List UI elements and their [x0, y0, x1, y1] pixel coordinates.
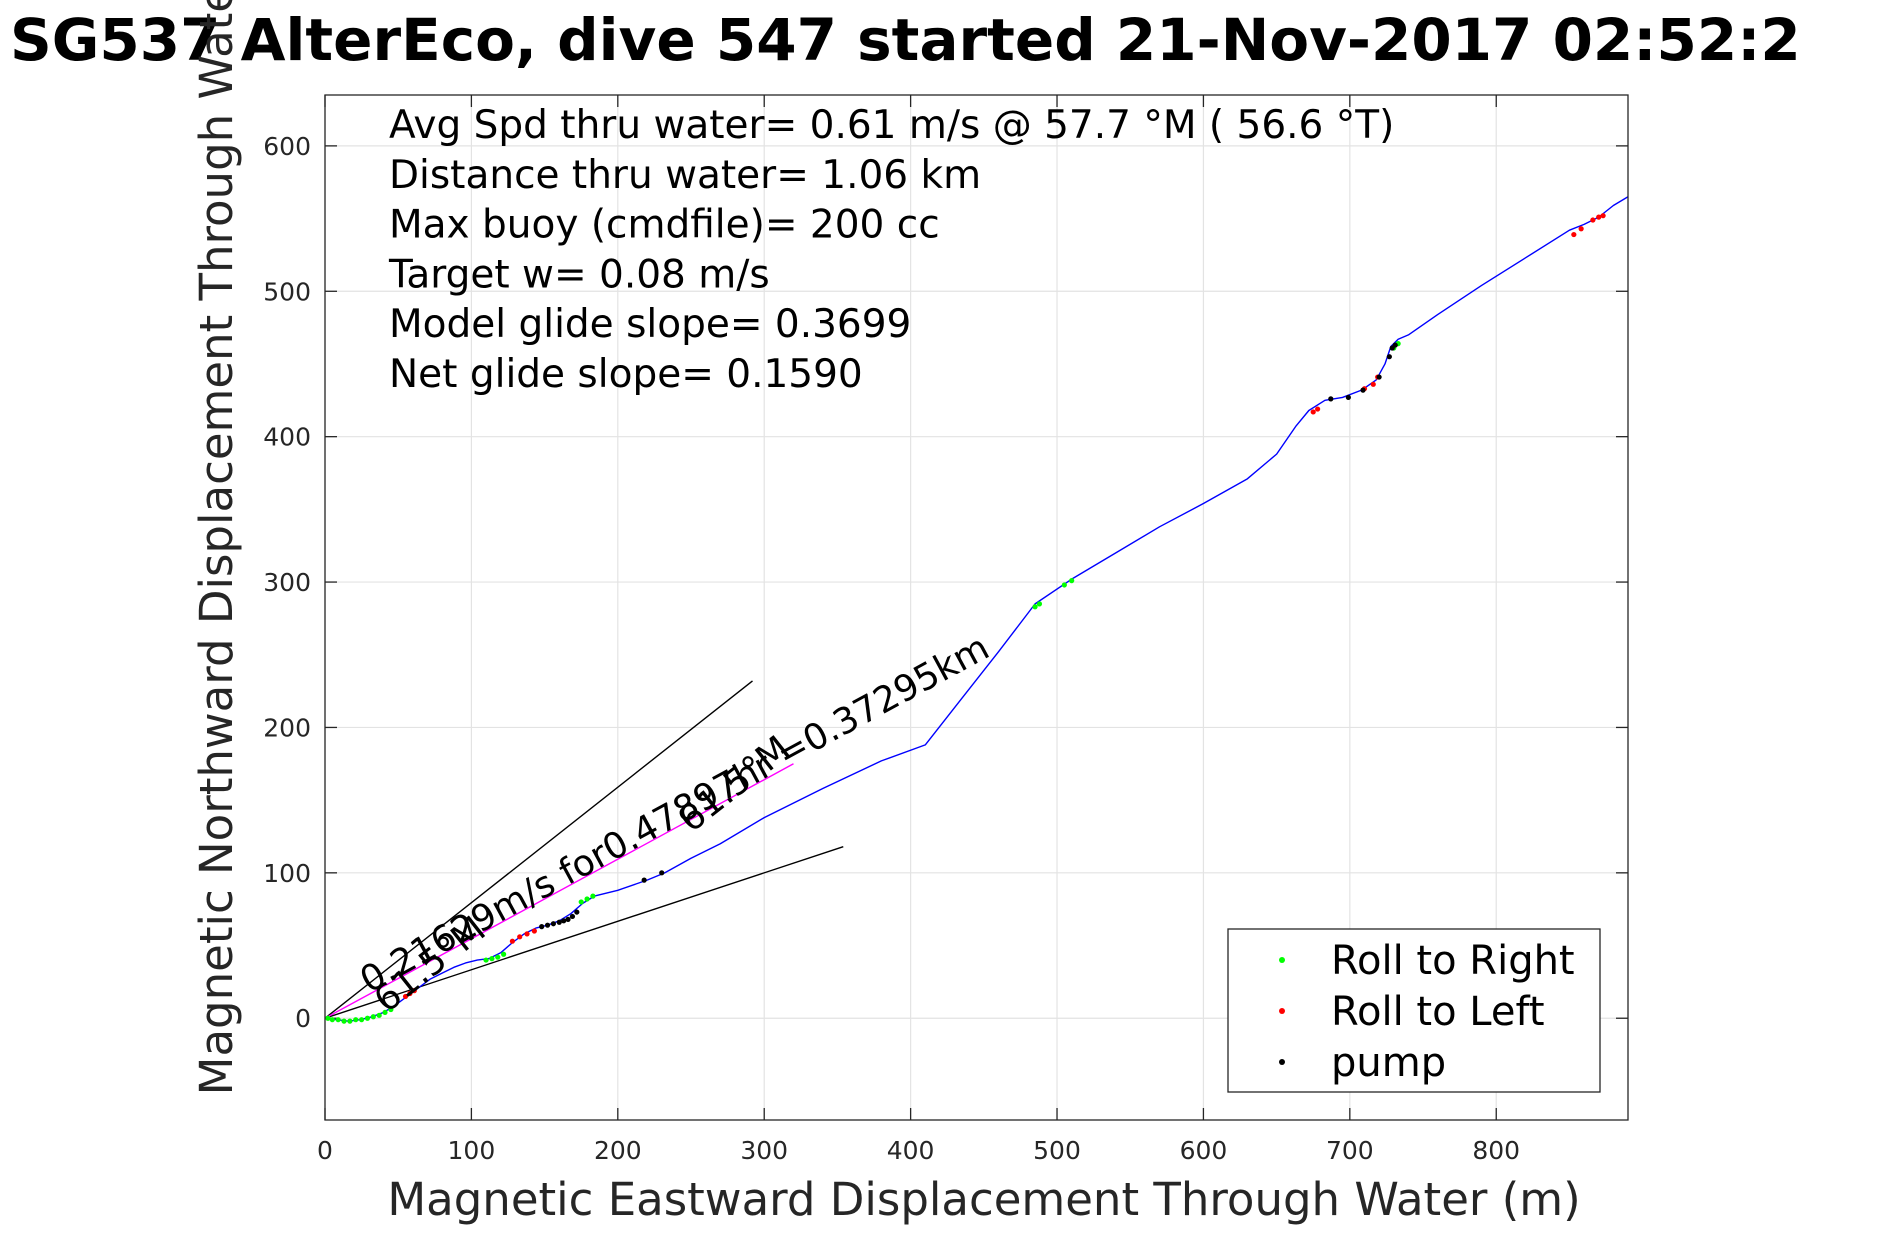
- x-tick-label: 700: [1326, 1136, 1374, 1165]
- pump-point: [544, 922, 551, 928]
- roll-right-point: [578, 899, 584, 905]
- roll-right-point: [382, 1009, 388, 1016]
- axis-ticks: 0 100 200 300 400 500 600 700 800 0 100 200 300 400 50…: [263, 95, 1628, 1165]
- roll-left-point: [1596, 214, 1602, 220]
- roll-right-point: [329, 1017, 335, 1023]
- roll-left-point: [524, 931, 530, 937]
- heading-line-lower: [324, 846, 844, 1019]
- roll-right-point: [1069, 578, 1075, 584]
- legend-label: Roll to Right: [1331, 938, 1575, 984]
- roll-right-point: [359, 1017, 365, 1023]
- roll-right-point: [370, 1014, 376, 1020]
- y-axis-label: Magnetic Northward Displacement Through …: [190, 0, 243, 1095]
- info-line: Target w= 0.08 m/s: [388, 252, 770, 297]
- x-tick-label: 400: [887, 1136, 935, 1165]
- dive-track-line: [324, 196, 1629, 1022]
- y-tick-label: 0: [295, 1004, 311, 1033]
- info-line: Net glide slope= 0.1590: [389, 352, 863, 397]
- y-tick-label: 400: [263, 423, 311, 452]
- roll-right-point: [364, 1015, 371, 1021]
- info-line: Distance thru water= 1.06 km: [389, 153, 981, 198]
- roll-left-point: [1370, 381, 1376, 387]
- chart-title: SG537 AlterEco, dive 547 started 21-Nov-…: [10, 6, 1801, 74]
- current-vector-line: [324, 763, 794, 1019]
- y-tick-label: 100: [263, 859, 311, 888]
- roll-right-point: [341, 1018, 347, 1024]
- roll-right-point: [495, 954, 501, 960]
- pump-point: [1328, 396, 1334, 402]
- x-tick-label: 600: [1180, 1136, 1228, 1165]
- roll-left-point: [1600, 213, 1606, 219]
- legend: Roll to Right Roll to Left pump: [1227, 928, 1601, 1093]
- y-tick-label: 500: [263, 277, 311, 306]
- pump-point: [1376, 374, 1382, 380]
- x-tick-label: 500: [1033, 1136, 1081, 1165]
- legend-label: pump: [1331, 1040, 1446, 1086]
- roll-right-point: [376, 1012, 382, 1018]
- plot-annotations: 0.21629m/s for0.47897hr =0.37295km61.5°M…: [354, 627, 996, 1021]
- x-tick-label: 100: [448, 1136, 496, 1165]
- y-tick-label: 600: [263, 132, 311, 161]
- y-tick-label: 300: [263, 568, 311, 597]
- legend-marker: [1279, 957, 1285, 963]
- roll-right-point: [388, 1006, 394, 1013]
- legend-label: Roll to Left: [1331, 989, 1545, 1035]
- pump-point: [1386, 354, 1392, 360]
- roll-right-point: [1061, 582, 1067, 588]
- x-axis-label: Magnetic Eastward Displacement Through W…: [387, 1173, 1580, 1226]
- legend-marker: [1279, 1008, 1285, 1014]
- roll-left-point: [1315, 406, 1321, 412]
- grid-lines: [324, 95, 1628, 1120]
- roll-right-point: [1036, 601, 1043, 607]
- pump-point: [641, 877, 647, 883]
- roll-right-point: [1032, 604, 1038, 610]
- pump-point: [1345, 394, 1351, 401]
- info-line: Avg Spd thru water= 0.61 m/s @ 57.7 °M (…: [389, 103, 1394, 148]
- x-tick-label: 0: [317, 1136, 333, 1165]
- pump-point: [550, 921, 556, 927]
- x-tick-label: 200: [594, 1136, 642, 1165]
- roll-left-point: [1578, 226, 1584, 232]
- heading-line-upper: [324, 680, 753, 1019]
- roll-right-point: [501, 951, 507, 957]
- dive-info-text: Avg Spd thru water= 0.61 m/s @ 57.7 °M (…: [388, 103, 1394, 397]
- roll-left-point: [509, 938, 515, 944]
- roll-left-point: [531, 928, 537, 934]
- pump-point: [1392, 342, 1398, 348]
- pump-point: [556, 919, 562, 925]
- roll-left-point: [411, 988, 417, 994]
- pump-point: [569, 913, 576, 920]
- roll-left-point: [1590, 217, 1596, 223]
- roll-right-point: [353, 1017, 359, 1023]
- pump-point: [1360, 387, 1366, 393]
- info-line: Max buoy (cmdfile)= 200 cc: [389, 203, 940, 248]
- pump-point: [574, 909, 580, 915]
- x-tick-label: 800: [1472, 1136, 1520, 1165]
- pump-point: [565, 916, 571, 922]
- roll-right-point: [325, 1015, 331, 1021]
- roll-left-point: [402, 993, 409, 1000]
- info-line: Model glide slope= 0.3699: [389, 302, 911, 347]
- roll-left-point: [1310, 409, 1316, 415]
- roll-left-point: [1571, 231, 1577, 238]
- roll-right-point: [489, 956, 495, 962]
- plot-series: [324, 196, 1629, 1024]
- y-tick-label: 200: [263, 713, 311, 742]
- roll-right-point: [590, 893, 596, 899]
- legend-box: [1227, 928, 1601, 1093]
- pump-point: [561, 918, 567, 924]
- roll-right-point: [335, 1017, 341, 1023]
- roll-right-point: [347, 1018, 353, 1024]
- legend-marker: [1279, 1059, 1285, 1065]
- roll-right-point: [584, 896, 590, 902]
- plot-area-frame: [324, 94, 1629, 1121]
- pump-point: [539, 924, 545, 930]
- roll-left-point: [407, 990, 413, 997]
- roll-right-point: [483, 957, 489, 963]
- x-tick-label: 300: [740, 1136, 788, 1165]
- roll-left-point: [517, 934, 523, 940]
- pump-point: [659, 870, 665, 876]
